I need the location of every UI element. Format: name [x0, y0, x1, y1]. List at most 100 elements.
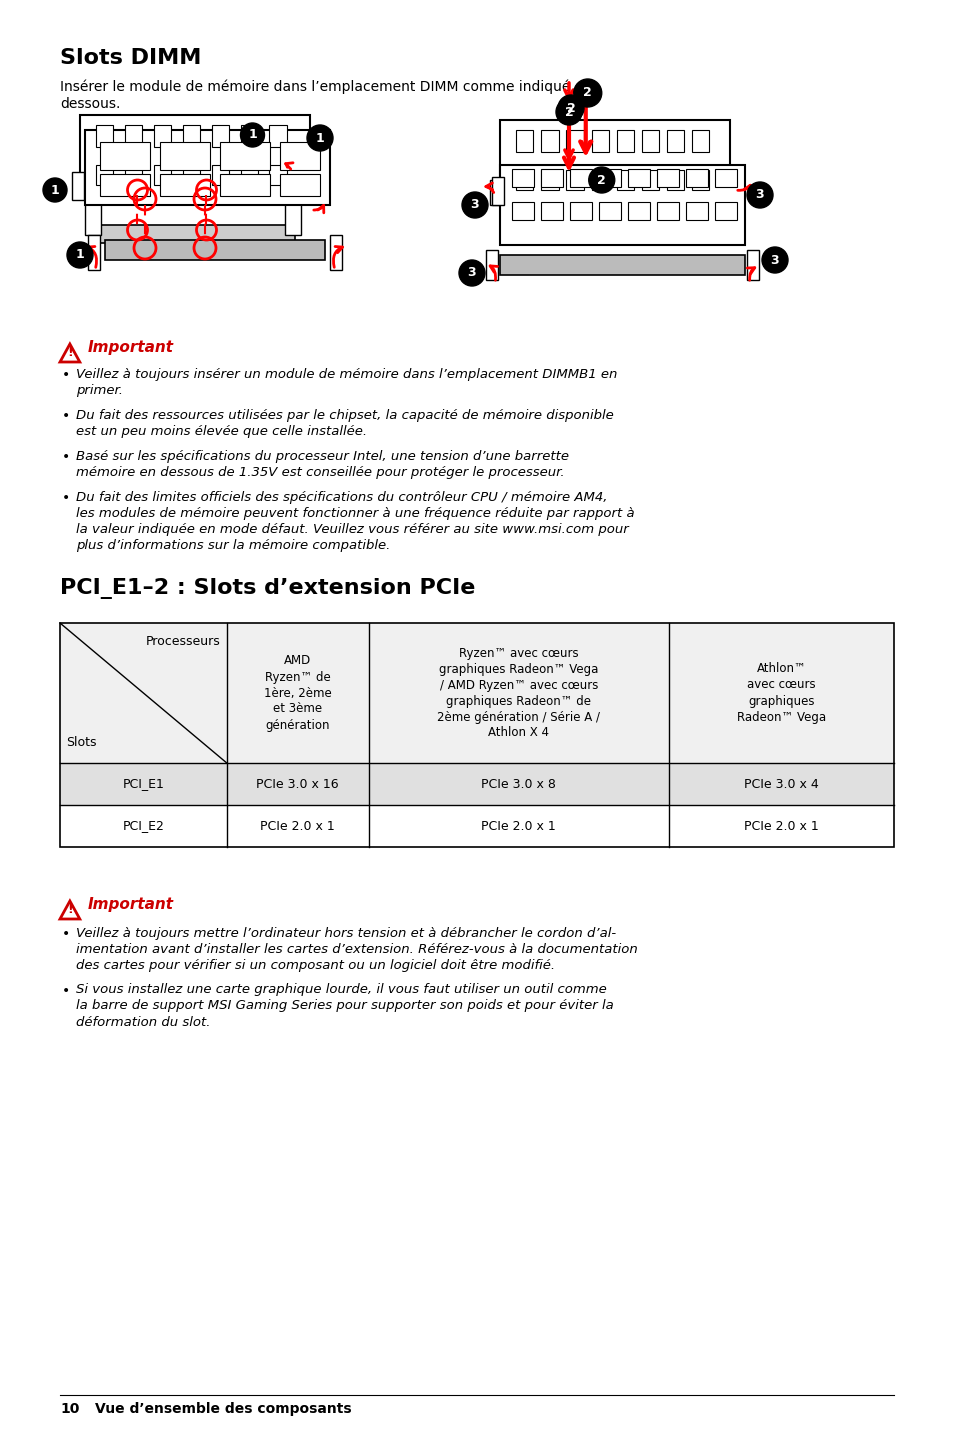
Text: Si vous installez une carte graphique lourde, il vous faut utiliser un outil com: Si vous installez une carte graphique lo…: [76, 983, 613, 1029]
Text: 1: 1: [75, 249, 84, 262]
Bar: [269, 165, 286, 186]
Text: PCIe 2.0 x 1: PCIe 2.0 x 1: [743, 820, 818, 833]
Text: Veillez à toujours mettre l’ordinateur hors tension et à débrancher le cordon d’: Veillez à toujours mettre l’ordinateur h…: [76, 927, 638, 972]
Bar: [540, 202, 562, 220]
Bar: [616, 170, 634, 190]
Text: Important: Important: [88, 897, 173, 912]
Circle shape: [67, 242, 92, 268]
Bar: [330, 235, 341, 270]
Bar: [714, 202, 737, 220]
Bar: [591, 170, 608, 190]
Bar: [240, 165, 257, 186]
Text: PCIe 3.0 x 8: PCIe 3.0 x 8: [480, 777, 556, 790]
Bar: [692, 170, 709, 190]
Bar: [591, 130, 608, 152]
Bar: [516, 170, 533, 190]
Bar: [627, 169, 649, 187]
Text: PCI_E2: PCI_E2: [122, 820, 164, 833]
Bar: [666, 170, 683, 190]
Circle shape: [461, 192, 488, 218]
Bar: [641, 170, 659, 190]
Text: 10: 10: [60, 1402, 79, 1417]
Text: Du fait des ressources utilisées par le chipset, la capacité de mémoire disponib: Du fait des ressources utilisées par le …: [76, 409, 613, 438]
Text: Athlon™
avec cœurs
graphiques
Radeon™ Vega: Athlon™ avec cœurs graphiques Radeon™ Ve…: [736, 663, 825, 724]
Text: Ryzen™ avec cœurs
graphiques Radeon™ Vega
/ AMD Ryzen™ avec cœurs
graphiques Rad: Ryzen™ avec cœurs graphiques Radeon™ Veg…: [436, 647, 599, 740]
Bar: [714, 169, 737, 187]
Bar: [485, 250, 497, 280]
Text: !: !: [67, 903, 72, 916]
Bar: [125, 124, 142, 147]
Text: AMD
Ryzen™ de
1ère, 2ème
et 3ème
génération: AMD Ryzen™ de 1ère, 2ème et 3ème générat…: [264, 654, 332, 731]
Bar: [153, 165, 171, 186]
Text: 3: 3: [467, 266, 476, 279]
Bar: [685, 202, 707, 220]
Bar: [220, 175, 270, 196]
Circle shape: [558, 94, 583, 122]
Bar: [666, 130, 683, 152]
Bar: [60, 622, 227, 763]
Text: PCI_E1: PCI_E1: [122, 777, 164, 790]
Bar: [598, 202, 620, 220]
Text: !: !: [67, 346, 72, 359]
Circle shape: [761, 248, 787, 273]
Text: Du fait des limites officiels des spécifications du contrôleur CPU / mémoire AM4: Du fait des limites officiels des spécif…: [76, 491, 634, 552]
Bar: [227, 622, 368, 763]
Bar: [512, 169, 534, 187]
Circle shape: [746, 182, 772, 207]
Circle shape: [458, 260, 484, 286]
Bar: [80, 114, 310, 195]
Text: 2: 2: [583, 86, 592, 100]
Text: Slots DIMM: Slots DIMM: [60, 49, 201, 69]
Text: PCIe 2.0 x 1: PCIe 2.0 x 1: [260, 820, 335, 833]
Bar: [540, 170, 558, 190]
Bar: [95, 225, 294, 243]
Text: •: •: [62, 368, 71, 382]
Bar: [100, 142, 150, 170]
Text: 3: 3: [755, 189, 763, 202]
Text: 2: 2: [566, 102, 575, 114]
Bar: [499, 190, 729, 207]
Bar: [492, 177, 503, 205]
Bar: [280, 142, 319, 170]
Bar: [368, 622, 668, 763]
Text: Basé sur les spécifications du processeur Intel, une tension d’une barrette
mémo: Basé sur les spécifications du processeu…: [76, 449, 568, 479]
Bar: [285, 200, 301, 235]
Text: 1: 1: [248, 129, 256, 142]
Circle shape: [240, 123, 264, 147]
Bar: [616, 130, 634, 152]
Text: 3: 3: [470, 199, 478, 212]
Circle shape: [556, 99, 581, 124]
Bar: [183, 165, 200, 186]
Bar: [723, 180, 740, 205]
Bar: [516, 130, 533, 152]
Bar: [85, 130, 330, 205]
Bar: [540, 130, 558, 152]
Bar: [212, 165, 229, 186]
Circle shape: [588, 167, 614, 193]
Text: 2: 2: [597, 173, 605, 186]
Bar: [657, 169, 679, 187]
Bar: [657, 202, 679, 220]
Bar: [569, 169, 592, 187]
Bar: [160, 175, 210, 196]
Bar: [566, 170, 583, 190]
Polygon shape: [60, 343, 80, 362]
Bar: [540, 169, 562, 187]
Text: PCIe 2.0 x 1: PCIe 2.0 x 1: [481, 820, 556, 833]
Bar: [692, 130, 709, 152]
Bar: [88, 235, 100, 270]
Bar: [105, 240, 325, 260]
Text: Insérer le module de mémoire dans l’emplacement DIMM comme indiqué ci-
dessous.: Insérer le module de mémoire dans l’empl…: [60, 80, 591, 110]
Bar: [71, 172, 84, 200]
Bar: [490, 180, 505, 205]
Bar: [183, 124, 200, 147]
Text: PCIe 3.0 x 4: PCIe 3.0 x 4: [743, 777, 818, 790]
Bar: [566, 130, 583, 152]
Text: Processeurs: Processeurs: [146, 635, 220, 648]
Bar: [85, 200, 101, 235]
Bar: [499, 165, 744, 245]
Bar: [499, 120, 729, 200]
Bar: [60, 763, 893, 806]
Bar: [598, 169, 620, 187]
Text: 1: 1: [315, 132, 324, 145]
